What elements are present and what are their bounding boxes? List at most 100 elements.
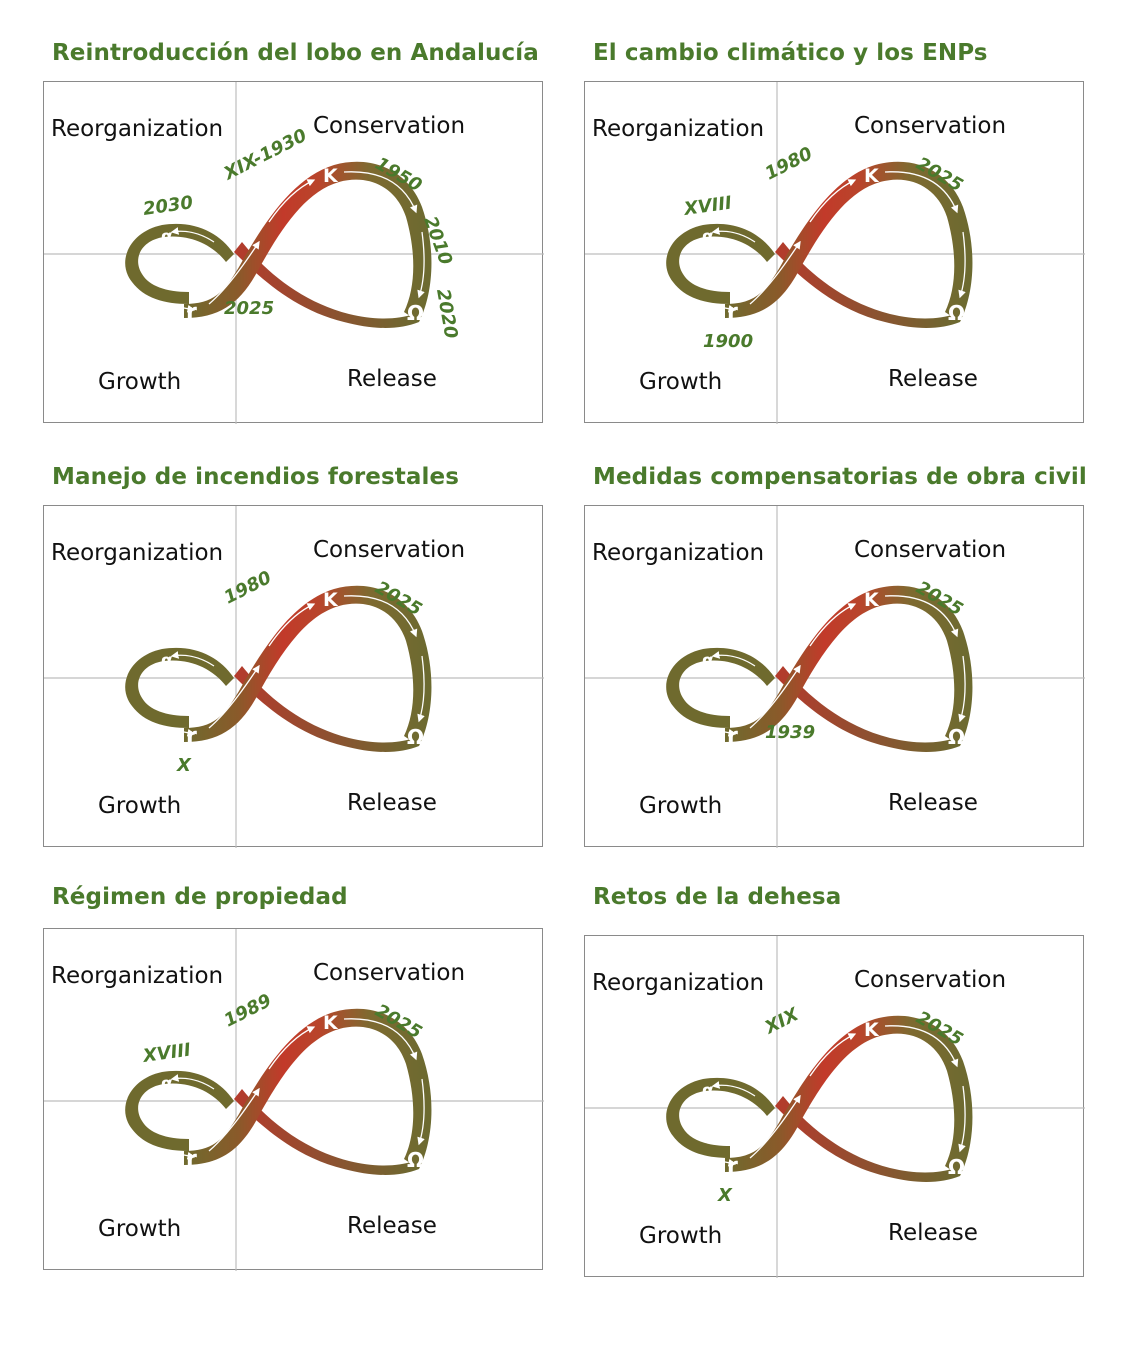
- alpha-lobe: [666, 647, 775, 728]
- quadrant-label-release: Release: [347, 366, 437, 392]
- adaptive-cycle-panel: Reorganization Conservation Growth Release α…: [584, 935, 1085, 1278]
- flow-arrow: [884, 171, 959, 214]
- date-annotation: XVIII: [682, 192, 734, 220]
- flow-arrow: [268, 603, 316, 647]
- quadrant-label-release: Release: [888, 1220, 978, 1246]
- flow-arrow: [749, 1094, 801, 1159]
- quadrant-label-conservation: Conservation: [854, 537, 1006, 563]
- quadrant-label-reorganization: Reorganization: [51, 540, 223, 566]
- adaptive-cycle-panel: Reorganization Conservation Growth Release α…: [43, 928, 544, 1271]
- flow-arrow: [884, 1025, 959, 1068]
- release-band: [775, 242, 960, 328]
- flow-arrow: [170, 1074, 215, 1090]
- quadrant-label-reorganization: Reorganization: [51, 116, 223, 142]
- flow-arrow: [749, 664, 801, 729]
- date-annotation: 2030: [142, 192, 195, 220]
- adaptive-cycle-panel: Reorganization Conservation Growth Release α…: [43, 81, 544, 424]
- phase-symbol-r: r: [727, 300, 738, 325]
- alpha-lobe: [666, 223, 775, 304]
- phase-symbol-omega: Ω: [948, 301, 965, 325]
- panel-title: Régimen de propiedad: [52, 884, 348, 910]
- phase-symbol-omega: Ω: [948, 1155, 965, 1179]
- adaptive-cycle-svg: Reorganization Conservation Growth Release α…: [585, 82, 1085, 424]
- phase-symbol-omega: Ω: [407, 725, 424, 749]
- growth-conservation-band: [184, 161, 432, 322]
- flow-arrow: [417, 231, 425, 299]
- release-band: [775, 1096, 960, 1182]
- quadrant-label-growth: Growth: [98, 793, 181, 819]
- quadrant-label-reorganization: Reorganization: [592, 116, 764, 142]
- phase-symbol-r: r: [727, 724, 738, 749]
- quadrant-label-conservation: Conservation: [854, 967, 1006, 993]
- flow-arrow: [343, 171, 418, 214]
- flow-arrow: [694, 301, 737, 313]
- flow-arrow: [208, 240, 260, 305]
- flow-arrow: [958, 231, 966, 299]
- adaptive-cycle-svg: Reorganization Conservation Growth Release α…: [585, 936, 1085, 1278]
- adaptive-cycle-panel: Reorganization Conservation Growth Release α…: [584, 81, 1085, 424]
- flow-arrow: [170, 651, 215, 667]
- quadrant-label-release: Release: [888, 790, 978, 816]
- growth-conservation-band: [184, 585, 432, 746]
- panel-title: Reintroducción del lobo en Andalucía: [52, 40, 539, 66]
- flow-arrow: [809, 1033, 857, 1077]
- date-annotation: 2020: [432, 287, 461, 340]
- flow-arrow: [694, 725, 737, 737]
- flow-arrow: [208, 1087, 260, 1152]
- release-band: [775, 666, 960, 752]
- adaptive-cycle-svg: Reorganization Conservation Growth Release α…: [44, 82, 544, 424]
- growth-conservation-band: [725, 1015, 973, 1176]
- alpha-lobe: [125, 223, 234, 304]
- date-annotation: 2025: [224, 298, 274, 319]
- date-annotation: 1980: [762, 143, 816, 184]
- date-annotation: X: [717, 1185, 733, 1206]
- quadrant-label-growth: Growth: [98, 369, 181, 395]
- phase-symbol-r: r: [186, 1147, 197, 1172]
- date-annotation: X: [176, 755, 192, 776]
- adaptive-cycle-svg: Reorganization Conservation Growth Release α…: [44, 506, 544, 848]
- flow-arrow: [711, 1081, 756, 1097]
- quadrant-label-growth: Growth: [639, 369, 722, 395]
- adaptive-cycle-svg: Reorganization Conservation Growth Release α…: [585, 506, 1085, 848]
- flow-arrow: [417, 655, 425, 723]
- flow-arrow: [170, 227, 215, 243]
- date-annotation: XIX: [761, 1004, 803, 1039]
- flow-arrow: [884, 595, 959, 638]
- flow-arrow: [268, 1026, 316, 1070]
- date-annotation: 1939: [765, 722, 815, 743]
- flow-arrow: [208, 664, 260, 729]
- phase-symbol-k: K: [323, 589, 339, 611]
- alpha-lobe: [666, 1077, 775, 1158]
- flow-arrow: [343, 595, 418, 638]
- growth-conservation-band: [725, 161, 973, 322]
- phase-symbol-omega: Ω: [407, 1148, 424, 1172]
- quadrant-label-conservation: Conservation: [313, 960, 465, 986]
- phase-symbol-k: K: [323, 1012, 339, 1034]
- growth-conservation-band: [184, 1008, 432, 1169]
- quadrant-label-conservation: Conservation: [854, 113, 1006, 139]
- quadrant-label-release: Release: [347, 790, 437, 816]
- flow-arrow: [153, 301, 196, 313]
- flow-arrow: [694, 1155, 737, 1167]
- quadrant-label-reorganization: Reorganization: [51, 963, 223, 989]
- alpha-lobe: [125, 647, 234, 728]
- quadrant-label-growth: Growth: [639, 1223, 722, 1249]
- quadrant-label-reorganization: Reorganization: [592, 970, 764, 996]
- quadrant-label-growth: Growth: [98, 1216, 181, 1242]
- flow-arrow: [958, 1085, 966, 1153]
- quadrant-label-growth: Growth: [639, 793, 722, 819]
- date-annotation: 1989: [221, 990, 275, 1031]
- flow-arrow: [711, 227, 756, 243]
- panel-title: El cambio climático y los ENPs: [593, 40, 988, 66]
- flow-arrow: [268, 179, 316, 223]
- panel-title: Manejo de incendios forestales: [52, 464, 459, 490]
- phase-symbol-k: K: [864, 589, 880, 611]
- adaptive-cycle-panel: Reorganization Conservation Growth Release α…: [43, 505, 544, 848]
- quadrant-label-release: Release: [888, 366, 978, 392]
- panel-title: Retos de la dehesa: [593, 884, 842, 910]
- flow-arrow: [711, 651, 756, 667]
- alpha-lobe: [125, 1070, 234, 1151]
- date-annotation: XVIII: [141, 1039, 193, 1067]
- phase-symbol-k: K: [864, 1019, 880, 1041]
- phase-symbol-alpha: α: [161, 227, 173, 247]
